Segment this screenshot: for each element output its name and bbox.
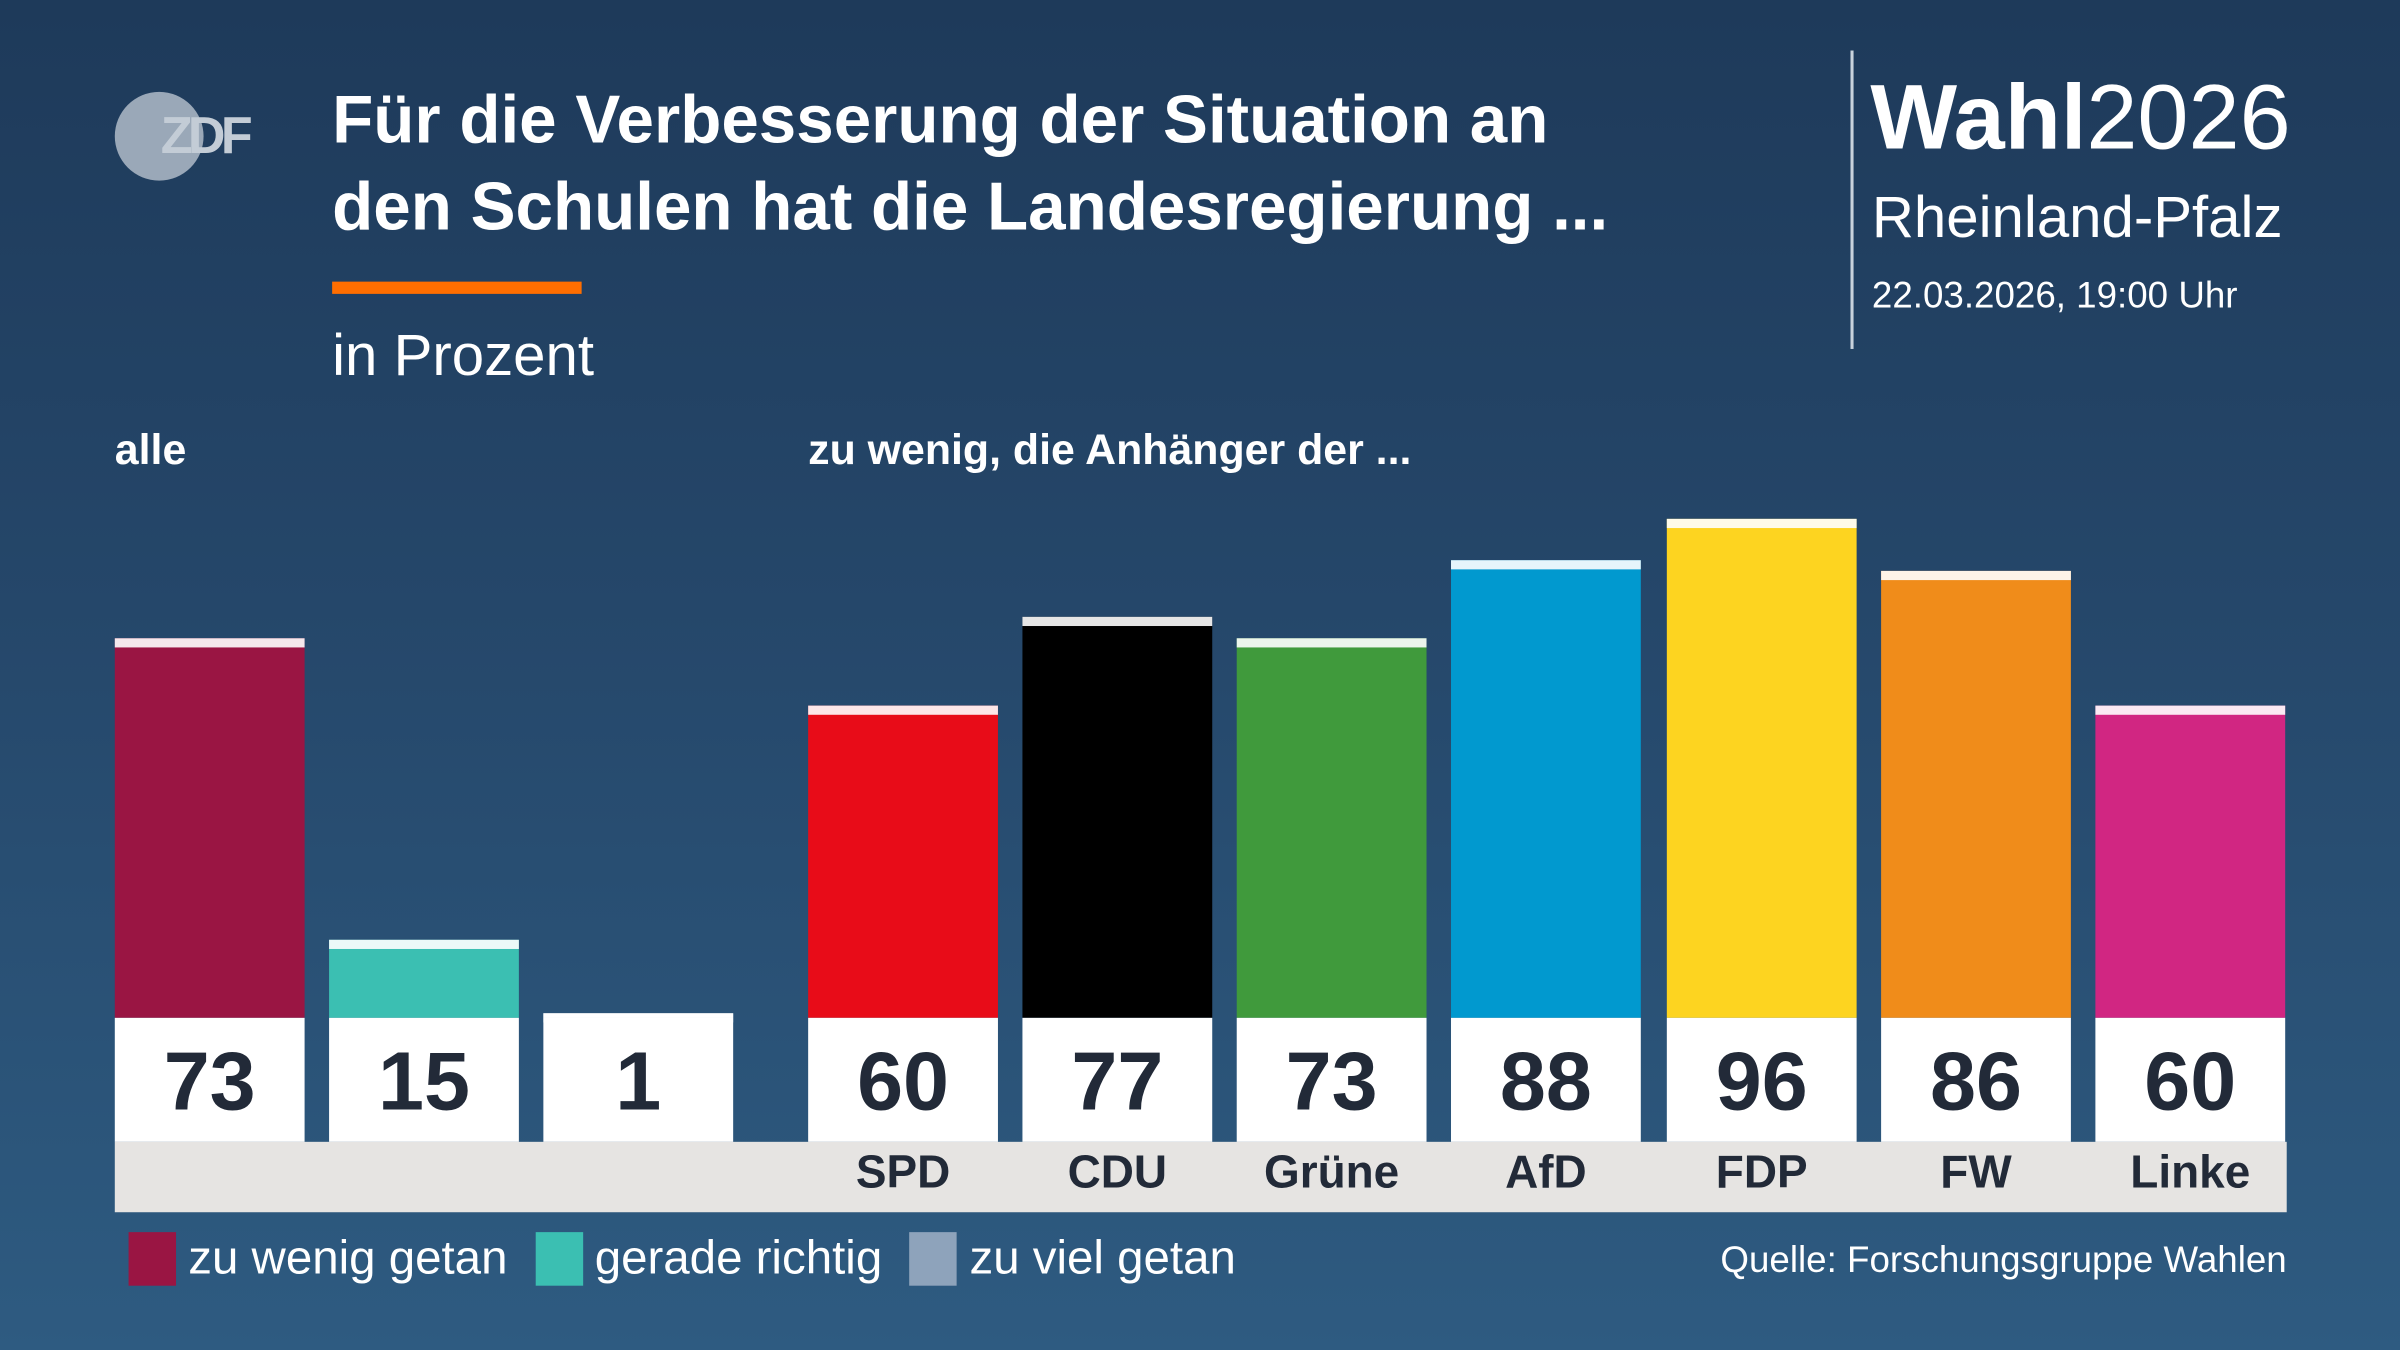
value-label: 15 <box>329 1017 519 1142</box>
bar-fdp <box>1666 518 1857 1018</box>
bar-cap <box>2095 705 2286 715</box>
group-label-all: alle <box>114 425 187 473</box>
value-label: 86 <box>1881 1017 2071 1142</box>
group-label-parties: zu wenig, die Anhänger der ... <box>808 425 1412 473</box>
label-band <box>114 1141 2287 1213</box>
bar-gerade-richtig <box>329 939 519 1018</box>
bar-cdu <box>1022 617 1213 1018</box>
chart-title: Für die Verbesserung der Situation an den… <box>332 82 1609 245</box>
legend-item: zu viel getan <box>909 1231 1236 1286</box>
bar-spd <box>808 705 998 1018</box>
bar-zu-wenig-getan <box>114 637 305 1018</box>
legend-swatch <box>535 1231 583 1285</box>
value-label: 88 <box>1451 1017 1641 1142</box>
value-label: 77 <box>1022 1017 1213 1142</box>
category-label: FW <box>1940 1147 2012 1199</box>
value-label: 73 <box>1236 1017 1427 1142</box>
category-label: FDP <box>1715 1147 1808 1199</box>
bar-linke <box>2095 705 2286 1018</box>
zdf-logo: ZDF <box>114 91 268 181</box>
election-brand: Wahl2026 <box>1870 65 2291 169</box>
bar-cap <box>1022 617 1213 627</box>
bar-cap <box>1666 518 1857 528</box>
divider <box>1850 50 1854 349</box>
legend-swatch <box>128 1231 177 1285</box>
category-label: Linke <box>2130 1147 2251 1199</box>
datetime: 22.03.2026, 19:00 Uhr <box>1871 275 2238 317</box>
region: Rheinland-Pfalz <box>1871 186 2283 252</box>
bar-cap <box>114 637 305 648</box>
unit-label: in Prozent <box>332 324 595 389</box>
accent-line <box>332 281 582 294</box>
value-label: 96 <box>1666 1017 1857 1142</box>
category-label: SPD <box>855 1147 951 1199</box>
category-label: AfD <box>1505 1147 1587 1199</box>
bar-cap <box>1236 637 1427 648</box>
category-label: CDU <box>1067 1147 1168 1199</box>
value-label: 1 <box>543 1017 734 1142</box>
bar-cap <box>1451 559 1641 570</box>
category-label: Grüne <box>1263 1147 1400 1199</box>
legend-swatch <box>909 1231 958 1285</box>
bar-cap <box>329 939 519 949</box>
legend-item: gerade richtig <box>535 1231 882 1286</box>
bar-cap <box>1881 570 2071 580</box>
legend: zu wenig getan gerade richtig zu viel ge… <box>128 1231 1264 1286</box>
bar-grüne <box>1236 637 1427 1018</box>
bar-fw <box>1881 570 2071 1018</box>
value-label: 60 <box>808 1017 998 1142</box>
bar-cap <box>808 705 998 715</box>
legend-item: zu wenig getan <box>128 1231 508 1286</box>
bar-afd <box>1451 559 1641 1018</box>
bar-cap <box>543 1012 734 1022</box>
source: Quelle: Forschungsgruppe Wahlen <box>1720 1239 2287 1282</box>
bar-zu-viel-getan <box>543 1012 734 1022</box>
value-label: 60 <box>2095 1017 2286 1142</box>
value-label: 73 <box>114 1017 305 1142</box>
